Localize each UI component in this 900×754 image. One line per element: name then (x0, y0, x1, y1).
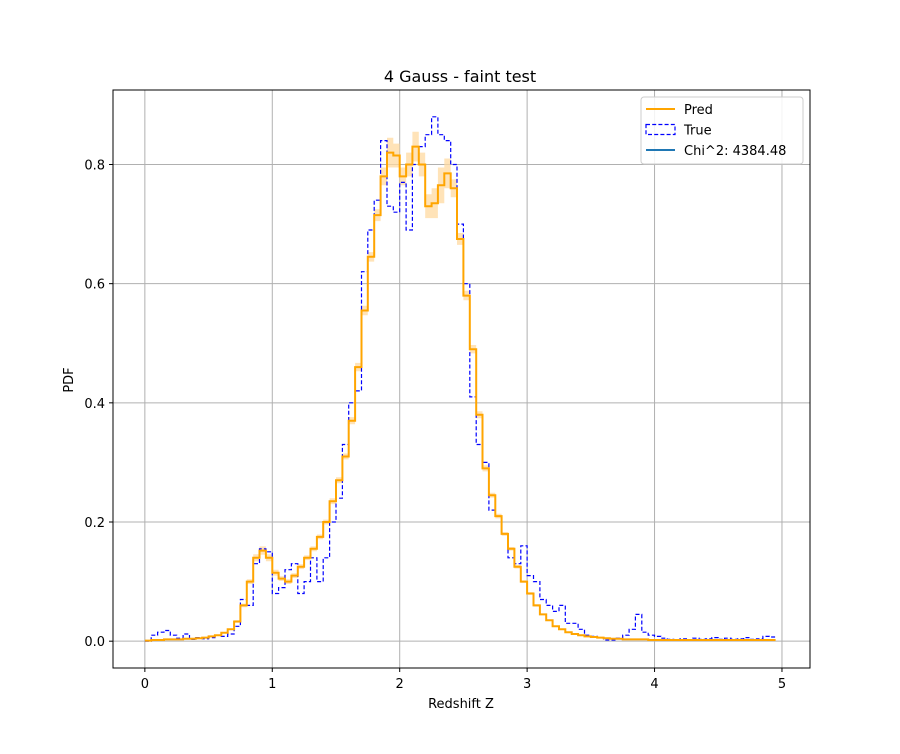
axis-ticks: 0 1 2 3 4 5 0.0 0.2 0.4 0.6 0.8 (84, 158, 786, 692)
pred-band (144, 131, 776, 641)
y-tick-label: 0.8 (84, 158, 105, 173)
y-tick-label: 0.6 (84, 278, 105, 293)
pred-step-line (144, 145, 776, 642)
x-tick-label: 5 (778, 677, 786, 692)
y-tick-label: 0.0 (84, 635, 105, 650)
x-axis-label: Redshift Z (428, 697, 494, 712)
y-tick-label: 0.4 (84, 397, 105, 412)
x-tick-label: 2 (396, 677, 404, 692)
x-tick-label: 4 (650, 677, 658, 692)
legend-label-2: True (683, 124, 712, 139)
pred-uncertainty-band (144, 131, 776, 641)
x-tick-label: 0 (141, 677, 149, 692)
chart-title: 4 Gauss - faint test (384, 67, 536, 86)
legend: Pred True Chi^2: 4384.48 (640, 96, 804, 165)
x-tick-label: 1 (268, 677, 276, 692)
legend-label-1: Pred (684, 103, 713, 118)
legend-label-3: Chi^2: 4384.48 (684, 144, 786, 159)
y-tick-label: 0.2 (84, 516, 105, 531)
series-lines (144, 116, 776, 642)
legend-swatch-2 (645, 123, 676, 136)
x-tick-label: 3 (523, 677, 531, 692)
y-axis-label: PDF (62, 367, 77, 392)
plot-frame (112, 89, 811, 669)
legend-box (640, 96, 804, 165)
